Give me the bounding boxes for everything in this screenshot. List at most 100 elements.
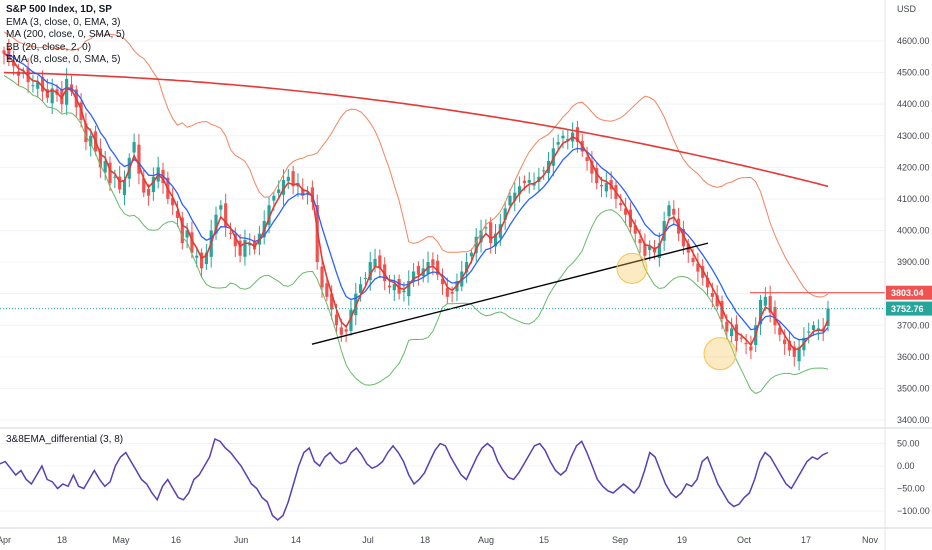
- time-tick-label: May: [112, 535, 130, 545]
- candle-body: [783, 339, 787, 345]
- candle-body: [219, 205, 223, 210]
- candle-body: [527, 179, 531, 183]
- candle-body: [522, 180, 527, 184]
- candle-body: [657, 243, 661, 259]
- legend-title: S&P 500 Index, 1D, SP: [6, 4, 112, 15]
- candle-body: [344, 329, 348, 332]
- candle-body: [325, 283, 329, 297]
- candle-body: [387, 285, 392, 288]
- candle-body: [36, 82, 40, 89]
- legend-bb: BB (20, close, 2, 0): [6, 41, 92, 53]
- candle-body: [7, 47, 11, 60]
- candle-body: [108, 162, 112, 184]
- currency-label: USD: [897, 4, 917, 14]
- price-tick-label: 3700.00: [897, 320, 930, 330]
- candle-body: [301, 188, 305, 196]
- ema3-line: [3, 52, 829, 351]
- candle-body: [383, 264, 387, 282]
- oscillator-line: [0, 437, 829, 521]
- price-tick-label: 4100.00: [897, 194, 930, 204]
- candle-body: [811, 325, 816, 330]
- candle-body: [624, 208, 628, 215]
- price-tick-label: 3500.00: [897, 383, 930, 393]
- candle-body: [40, 77, 45, 92]
- candle-body: [397, 278, 401, 294]
- price-tick-label: 3600.00: [897, 352, 930, 362]
- candle-body: [436, 260, 440, 275]
- candle-body: [431, 259, 435, 266]
- bb-lower-line: [3, 74, 829, 395]
- candle-body: [445, 287, 449, 297]
- candle-body: [440, 278, 445, 285]
- candle-body: [479, 230, 483, 243]
- candle-body: [238, 240, 242, 256]
- candle-body: [450, 291, 454, 294]
- candle-body: [291, 171, 295, 187]
- candle-body: [778, 327, 782, 335]
- legend-ma200: MA (200, close, 0, SMA, 5): [6, 29, 125, 40]
- candle-body: [146, 188, 151, 196]
- candle-body: [358, 284, 363, 293]
- osc-tick-label: −100.00: [897, 506, 930, 516]
- candle-body: [65, 78, 69, 105]
- candle-body: [503, 208, 507, 220]
- trendline: [311, 242, 709, 345]
- candle-body: [190, 232, 194, 253]
- candle-body: [137, 144, 141, 174]
- time-tick-label: 19: [677, 535, 687, 545]
- candle-body: [272, 195, 276, 201]
- candle-body: [132, 142, 136, 153]
- osc-tick-label: −50.00: [897, 484, 925, 494]
- candle-body: [739, 337, 743, 339]
- candle-body: [474, 236, 478, 254]
- time-tick-label: Jul: [362, 535, 374, 545]
- candle-body: [142, 178, 146, 193]
- candle-body: [710, 292, 714, 297]
- candle-body: [175, 210, 180, 218]
- oscillator-legend: 3&8EMA_differential (3, 8): [6, 434, 124, 445]
- candle-body: [330, 293, 334, 310]
- candle-body: [691, 257, 695, 263]
- time-tick-label: 17: [801, 535, 811, 545]
- candle-body: [566, 138, 570, 141]
- price-tick-label: 4500.00: [897, 68, 930, 78]
- candle-body: [267, 205, 271, 225]
- candle-body: [334, 314, 339, 326]
- candle-body: [349, 309, 353, 331]
- price-tick-label: 4000.00: [897, 226, 930, 236]
- candle-body: [561, 135, 565, 139]
- candle-body: [84, 123, 88, 143]
- time-axis: Apr 18 May 16 Jun 14 Jul 18 Aug 15 Sep 19 Oct 17 Nov: [0, 535, 878, 545]
- candlestick-series: [2, 39, 830, 371]
- candle-body: [792, 346, 796, 357]
- time-tick-label: 16: [171, 535, 181, 545]
- candle-body: [31, 85, 35, 87]
- candle-body: [151, 176, 155, 193]
- candle-body: [749, 346, 753, 351]
- candle-body: [585, 157, 589, 162]
- candle-body: [701, 265, 705, 278]
- osc-tick-label: 50.00: [897, 439, 920, 449]
- candle-body: [45, 89, 49, 98]
- candle-body: [518, 186, 522, 195]
- candle-body: [195, 255, 199, 258]
- candle-body: [575, 127, 580, 143]
- legend-ema8: EMA (8, close, 0, SMA, 5): [6, 54, 121, 65]
- candle-body: [368, 262, 372, 281]
- candle-body: [489, 222, 493, 244]
- candle-body: [171, 197, 175, 206]
- candle-body: [464, 262, 469, 273]
- candle-body: [681, 229, 686, 247]
- candle-body: [604, 183, 608, 192]
- candle-body: [113, 176, 117, 178]
- candle-body: [633, 225, 637, 234]
- candle-body: [787, 340, 792, 351]
- candle-body: [122, 179, 127, 196]
- candle-body: [2, 50, 6, 54]
- ma200-line: [3, 71, 829, 188]
- candle-body: [373, 258, 377, 268]
- price-tick-label: 4300.00: [897, 131, 930, 141]
- candle-body: [411, 271, 416, 282]
